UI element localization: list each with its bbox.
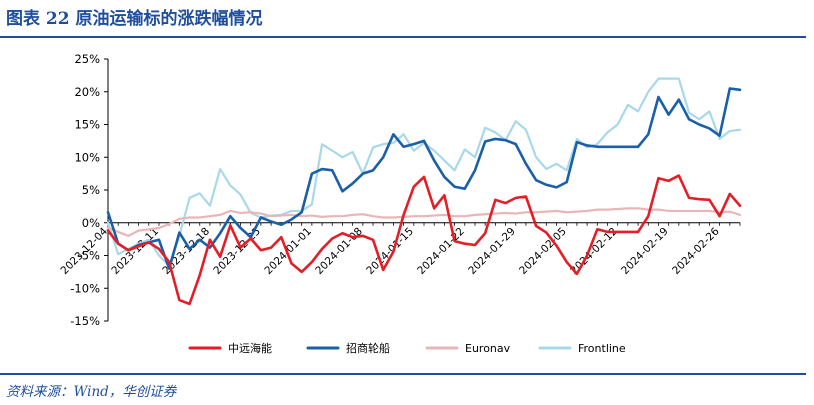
y-tick-label: -15% <box>70 314 100 328</box>
y-tick-label: 20% <box>74 85 100 99</box>
x-tick-label: 2023-12-04 <box>58 225 110 277</box>
series-line-1 <box>106 174 742 306</box>
series-line-3 <box>106 207 742 237</box>
source-divider <box>0 373 806 375</box>
y-tick-label: 10% <box>74 150 100 164</box>
y-tick-label: 5% <box>82 183 100 197</box>
figure-title: 图表 22 原油运输标的涨跌幅情况 <box>6 9 263 29</box>
legend-label: Frontline <box>578 342 626 355</box>
y-tick-label: 15% <box>74 118 100 132</box>
source-note: 资料来源：Wind，华创证券 <box>6 384 177 400</box>
title-divider <box>0 36 806 38</box>
y-tick-label: -10% <box>70 281 100 295</box>
y-tick-label: -5% <box>78 249 100 263</box>
y-axis: 25% 20% 15% 10% 5% 0% -5% -10% -15% <box>70 52 109 328</box>
x-tick-label: 2024-01-29 <box>466 225 518 277</box>
x-tick-label: 2024-02-26 <box>670 225 722 277</box>
series-line-2 <box>106 87 742 270</box>
series-lines <box>106 77 742 306</box>
x-tick-label: 2024-01-15 <box>364 225 416 277</box>
legend-label: Euronav <box>465 342 511 355</box>
legend-label: 中远海能 <box>228 341 272 355</box>
legend-label: 招商轮船 <box>346 341 390 355</box>
x-tick-label: 2024-01-22 <box>415 225 467 277</box>
y-tick-label: 25% <box>74 52 100 66</box>
y-tick-label: 0% <box>82 216 100 230</box>
legend: 中远海能 招商轮船 Euronav Frontline <box>188 341 626 355</box>
